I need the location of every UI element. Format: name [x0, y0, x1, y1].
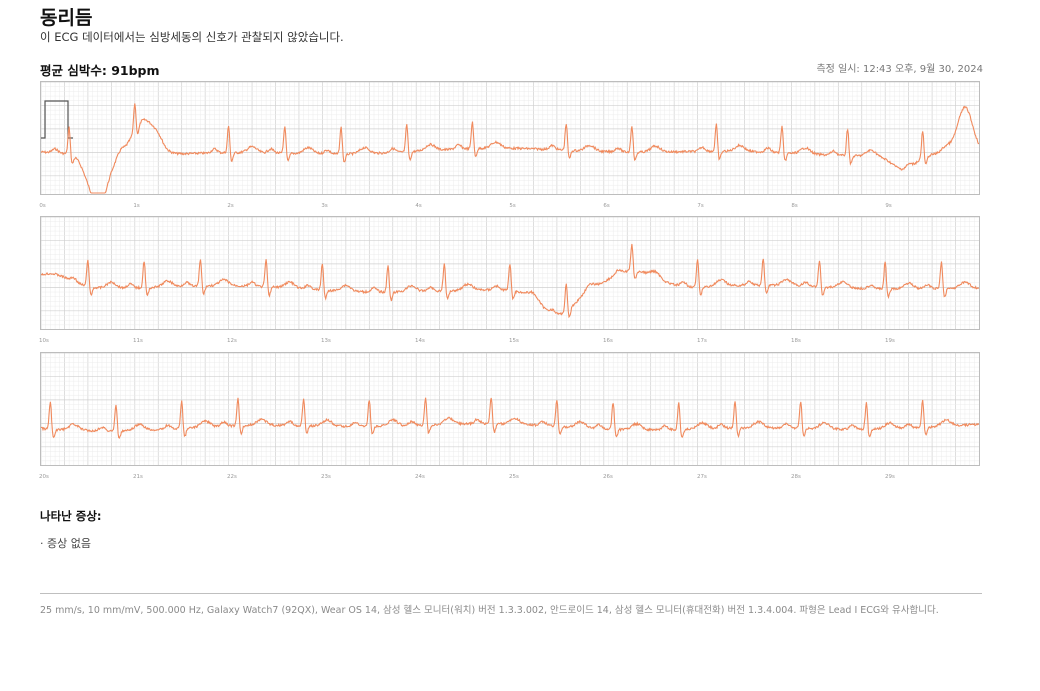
time-tick-label: 4s [415, 203, 422, 209]
time-tick-label: 10s [39, 338, 49, 344]
time-tick-label: 15s [509, 338, 519, 344]
ecg-strip-3 [40, 352, 980, 466]
time-tick-label: 16s [603, 338, 613, 344]
measurement-datetime: 측정 일시: 12:43 오후, 9월 30, 2024 [816, 64, 983, 75]
time-tick-label: 22s [227, 474, 237, 480]
ecg-grid [41, 217, 979, 329]
ecg-trace [41, 397, 979, 439]
time-tick-label: 11s [133, 338, 143, 344]
ecg-grid [41, 82, 979, 194]
time-tick-label: 2s [227, 203, 234, 209]
time-tick-label: 29s [885, 474, 895, 480]
time-axis-1: 0s 1s 2s 3s 4s 5s 6s 7s 8s 9s [39, 203, 980, 213]
time-tick-label: 1s [133, 203, 140, 209]
ecg-trace [41, 103, 979, 194]
time-tick-label: 25s [509, 474, 519, 480]
time-tick-label: 17s [697, 338, 707, 344]
time-tick-label: 27s [697, 474, 707, 480]
device-info: 25 mm/s, 10 mm/mV, 500.000 Hz, Galaxy Wa… [40, 605, 939, 616]
footer-divider [40, 593, 982, 594]
ecg-strip-2 [40, 216, 980, 330]
average-heart-rate: 평균 심박수: 91bpm [40, 63, 160, 78]
time-tick-label: 14s [415, 338, 425, 344]
time-tick-label: 5s [509, 203, 516, 209]
calibration-pulse [41, 100, 73, 139]
time-axis-2: 10s 11s 12s 13s 14s 15s 16s 17s 18s 19s [39, 338, 980, 348]
time-tick-label: 19s [885, 338, 895, 344]
ecg-strip-1 [40, 81, 980, 195]
page-title: 동리듬 [40, 7, 93, 29]
ecg-svg [41, 353, 979, 465]
time-axis-3: 20s 21s 22s 23s 24s 25s 26s 27s 28s 29s [39, 474, 980, 484]
time-tick-label: 21s [133, 474, 143, 480]
ecg-svg [41, 217, 979, 329]
time-tick-label: 3s [321, 203, 328, 209]
time-tick-label: 0s [39, 203, 46, 209]
time-tick-label: 6s [603, 203, 610, 209]
time-tick-label: 26s [603, 474, 613, 480]
time-tick-label: 12s [227, 338, 237, 344]
time-tick-label: 18s [791, 338, 801, 344]
result-description: 이 ECG 데이터에서는 심방세동의 신호가 관찰되지 않았습니다. [40, 30, 344, 44]
symptom-item: · 증상 없음 [40, 537, 91, 550]
time-tick-label: 28s [791, 474, 801, 480]
time-tick-label: 8s [791, 203, 798, 209]
time-tick-label: 13s [321, 338, 331, 344]
symptoms-heading: 나타난 증상: [40, 509, 102, 523]
ecg-trace [41, 243, 979, 319]
time-tick-label: 20s [39, 474, 49, 480]
time-tick-label: 24s [415, 474, 425, 480]
time-tick-label: 9s [885, 203, 892, 209]
time-tick-label: 7s [697, 203, 704, 209]
ecg-svg [41, 82, 979, 194]
time-tick-label: 23s [321, 474, 331, 480]
ecg-grid [41, 353, 979, 465]
